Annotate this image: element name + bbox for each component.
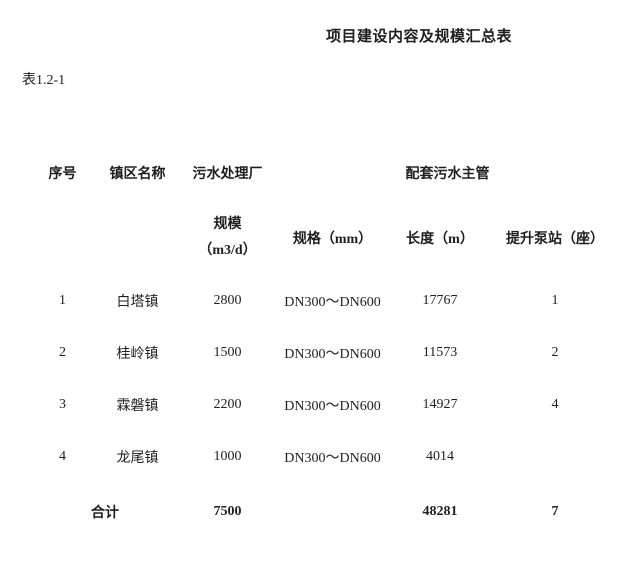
col-header-spec: 规格（mm） xyxy=(292,232,373,247)
cell-pump: 2 xyxy=(551,345,559,360)
cell-length: 11573 xyxy=(422,345,458,360)
cell-length: 17767 xyxy=(422,293,458,308)
col-header-length: 长度（m） xyxy=(406,232,474,247)
document-title: 项目建设内容及规模汇总表 xyxy=(326,29,513,45)
table-header-row-2: 规模 （m3/d） 规格（mm） 长度（m） 提升泵站（座） xyxy=(30,201,620,275)
col-header-scale-line1: 规模 xyxy=(213,217,242,232)
col-header-plant: 污水处理厂 xyxy=(192,167,263,182)
cell-town: 白塔镇 xyxy=(116,295,159,310)
table-row: 1 白塔镇 2800 DN300～DN600 17767 1 xyxy=(30,275,620,327)
total-label: 合计 xyxy=(91,506,119,521)
cell-seq: 1 xyxy=(59,293,66,308)
table-total-row: 合计 7500 48281 7 xyxy=(30,483,620,541)
table-row: 4 龙尾镇 1000 DN300～DN600 4014 xyxy=(30,431,620,483)
col-header-scale: 规模 （m3/d） xyxy=(180,201,275,275)
total-pump: 7 xyxy=(551,504,559,519)
cell-town: 桂岭镇 xyxy=(116,347,159,362)
summary-table: 序号 镇区名称 污水处理厂 配套污水主管 规模 （m3/d） 规格（mm） 长度… xyxy=(30,145,620,541)
col-header-seq: 序号 xyxy=(48,167,77,182)
cell-seq: 4 xyxy=(59,449,66,464)
total-spec xyxy=(275,483,390,541)
cell-pump: 1 xyxy=(551,293,559,308)
table-header-row-1: 序号 镇区名称 污水处理厂 配套污水主管 xyxy=(30,145,620,201)
cell-scale: 2800 xyxy=(213,293,242,308)
cell-town: 龙尾镇 xyxy=(116,451,159,466)
cell-pump xyxy=(490,431,620,483)
empty-cell xyxy=(95,201,180,275)
cell-length: 4014 xyxy=(426,449,454,464)
cell-scale: 2200 xyxy=(213,397,242,412)
total-scale: 7500 xyxy=(213,504,242,519)
col-header-scale-line2: （m3/d） xyxy=(198,243,257,258)
cell-length: 14927 xyxy=(422,397,458,412)
cell-seq: 2 xyxy=(59,345,66,360)
col-header-pump: 提升泵站（座） xyxy=(506,232,604,247)
table-caption-label: 表1.2-1 xyxy=(22,73,66,88)
cell-spec: DN300～DN600 xyxy=(284,347,381,362)
cell-spec: DN300～DN600 xyxy=(284,295,381,310)
empty-cell xyxy=(30,201,95,275)
col-header-pipe-group: 配套污水主管 xyxy=(405,167,490,182)
cell-spec: DN300～DN600 xyxy=(284,451,381,466)
cell-pump: 4 xyxy=(551,397,559,412)
cell-seq: 3 xyxy=(59,397,66,412)
cell-town: 霖磐镇 xyxy=(116,399,159,414)
cell-scale: 1500 xyxy=(213,345,242,360)
table-row: 3 霖磐镇 2200 DN300～DN600 14927 4 xyxy=(30,379,620,431)
table-row: 2 桂岭镇 1500 DN300～DN600 11573 2 xyxy=(30,327,620,379)
total-length: 48281 xyxy=(422,504,458,519)
cell-spec: DN300～DN600 xyxy=(284,399,381,414)
cell-scale: 1000 xyxy=(213,449,242,464)
col-header-town: 镇区名称 xyxy=(109,167,166,182)
